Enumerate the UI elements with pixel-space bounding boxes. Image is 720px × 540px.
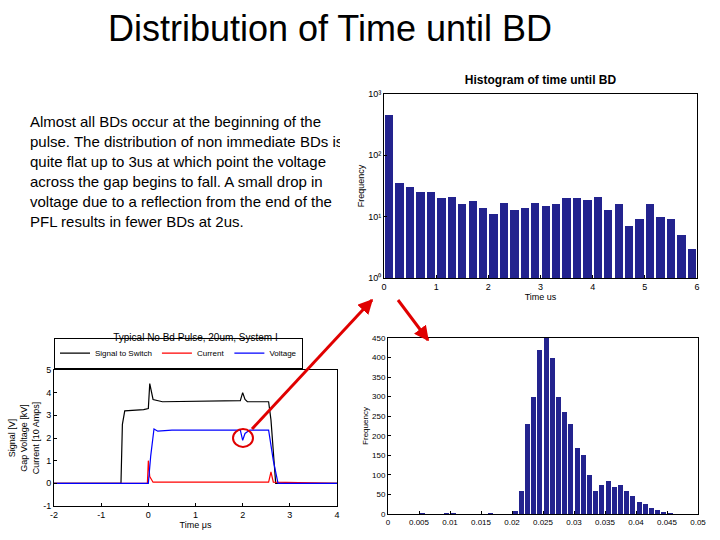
svg-text:10²: 10² <box>368 150 381 160</box>
svg-text:3: 3 <box>46 410 51 420</box>
svg-text:1: 1 <box>434 282 439 292</box>
svg-text:-1: -1 <box>43 501 51 511</box>
svg-text:0.045: 0.045 <box>657 518 678 527</box>
svg-text:1: 1 <box>46 456 51 466</box>
svg-text:0.005: 0.005 <box>409 518 430 527</box>
svg-text:-2: -2 <box>50 510 58 520</box>
svg-text:3: 3 <box>538 282 543 292</box>
svg-text:0.04: 0.04 <box>628 518 644 527</box>
svg-text:0.025: 0.025 <box>533 518 554 527</box>
svg-text:4: 4 <box>590 282 595 292</box>
svg-text:0: 0 <box>381 282 386 292</box>
svg-text:Frequency: Frequency <box>356 164 366 207</box>
svg-text:350: 350 <box>372 373 386 382</box>
svg-text:0: 0 <box>46 478 51 488</box>
svg-text:Frequency: Frequency <box>361 407 370 445</box>
svg-text:0: 0 <box>386 518 391 527</box>
svg-text:Typical No Bd Pulse, 20um, Sys: Typical No Bd Pulse, 20um, System I <box>113 332 278 343</box>
svg-text:Time us: Time us <box>525 292 557 302</box>
svg-text:200: 200 <box>372 432 386 441</box>
svg-text:5: 5 <box>642 282 647 292</box>
svg-text:300: 300 <box>372 392 386 401</box>
svg-text:10⁰: 10⁰ <box>368 273 381 283</box>
svg-text:1: 1 <box>193 510 198 520</box>
svg-text:Signal to Switch: Signal to Switch <box>95 349 152 358</box>
svg-text:Voltage: Voltage <box>269 349 296 358</box>
svg-text:2: 2 <box>46 433 51 443</box>
svg-text:2: 2 <box>240 510 245 520</box>
svg-text:6: 6 <box>694 282 699 292</box>
html-text:Distribution of Time until BD: Distribution of Time until BD <box>107 8 553 49</box>
html-text:Almost all BDs occur at the be: Almost all BDs occur at the beginning of… <box>30 113 344 230</box>
svg-text:0.035: 0.035 <box>595 518 616 527</box>
svg-text:0.03: 0.03 <box>566 518 582 527</box>
svg-text:50: 50 <box>376 490 385 499</box>
svg-text:-1: -1 <box>97 510 105 520</box>
svg-text:450: 450 <box>372 334 386 343</box>
svg-text:0: 0 <box>146 510 151 520</box>
svg-text:150: 150 <box>372 451 386 460</box>
svg-text:250: 250 <box>372 412 386 421</box>
svg-text:10¹: 10¹ <box>368 212 381 222</box>
svg-text:100: 100 <box>372 471 386 480</box>
svg-text:0.015: 0.015 <box>471 518 492 527</box>
svg-text:Time μs: Time μs <box>180 520 212 530</box>
svg-text:Signal [V]Gap Voltage [kV]Curr: Signal [V]Gap Voltage [kV]Current [10 Am… <box>7 402 40 475</box>
svg-text:4: 4 <box>334 510 339 520</box>
svg-text:3: 3 <box>287 510 292 520</box>
svg-text:10³: 10³ <box>368 89 381 99</box>
svg-text:0: 0 <box>381 510 386 519</box>
svg-text:5: 5 <box>46 365 51 375</box>
svg-text:Current: Current <box>197 349 224 358</box>
svg-text:2: 2 <box>486 282 491 292</box>
svg-text:0.05: 0.05 <box>690 518 706 527</box>
svg-text:400: 400 <box>372 353 386 362</box>
svg-text:4: 4 <box>46 388 51 398</box>
svg-text:Histogram of time until BD: Histogram of time until BD <box>465 73 617 87</box>
svg-text:0.02: 0.02 <box>504 518 520 527</box>
svg-text:0.01: 0.01 <box>442 518 458 527</box>
